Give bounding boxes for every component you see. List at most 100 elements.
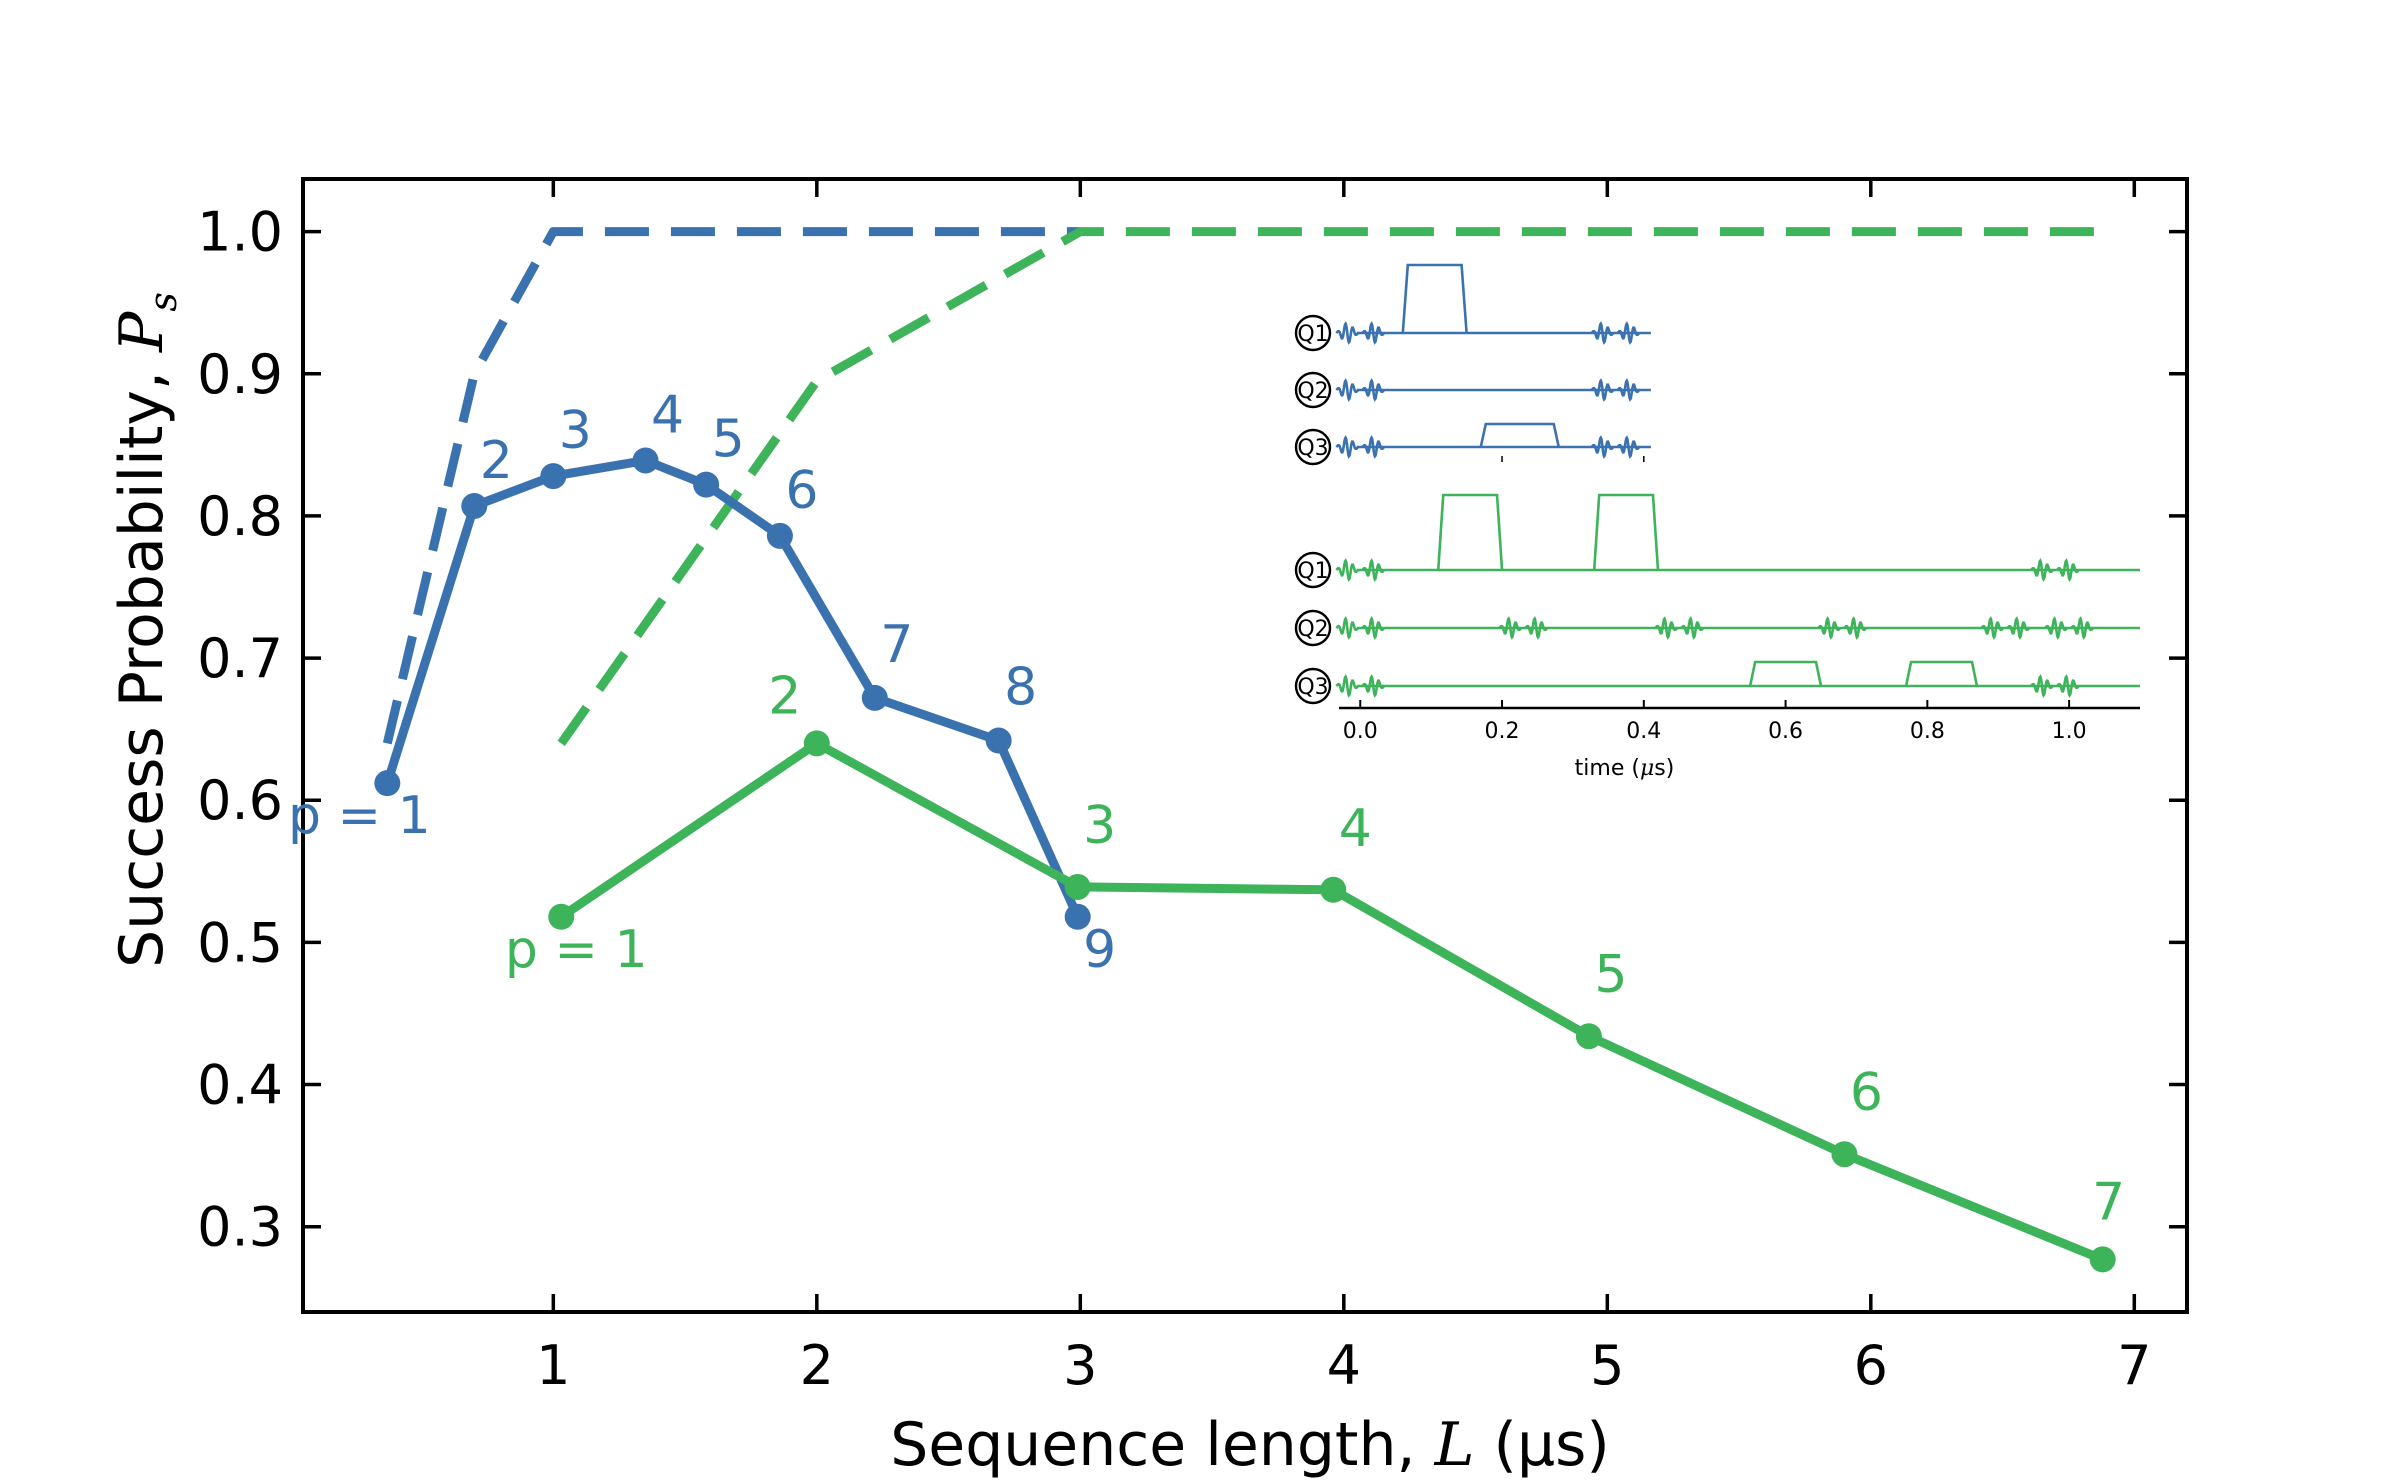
- series-layer: [382, 227, 2105, 1264]
- qubit-label: Q1: [1297, 559, 1328, 584]
- inset-x-tick-label: 0.0: [1343, 719, 1378, 744]
- qubit-circle: [1294, 609, 1332, 647]
- series-line-1-solid: [558, 738, 2105, 1264]
- drive-pulse: [2030, 674, 2054, 698]
- drive-pulse: [1335, 321, 1360, 345]
- data-point: [1831, 1141, 1858, 1168]
- flux-pulse: [1592, 493, 1660, 571]
- drive-pulse: [1590, 321, 1615, 345]
- data-label: 4: [1339, 799, 1372, 859]
- inset-x-label: time (μs): [1575, 756, 1675, 781]
- flux-pulse: [1748, 660, 1823, 687]
- plot-area: 1 2 3 4 5 6 70.30.40.50.60.70.80.91.0: [197, 177, 2189, 1397]
- drive-pulse: [1616, 378, 1641, 402]
- data-point: [632, 447, 659, 474]
- y-tick-label: 0.4: [197, 1054, 283, 1117]
- drive-pulse: [1654, 616, 1679, 640]
- drive-pulse: [2056, 674, 2080, 698]
- drive-pulse: [2056, 558, 2080, 582]
- data-point: [461, 492, 488, 519]
- x-tick-label: 6: [1854, 1334, 1888, 1397]
- data-label: 7: [2092, 1172, 2125, 1232]
- flux-pulse: [1401, 263, 1468, 334]
- y-axis-label: Success Probability, Ps: [107, 292, 185, 968]
- drive-pulse: [1590, 435, 1615, 459]
- drive-pulse: [1843, 616, 1868, 640]
- data-point: [1320, 876, 1347, 903]
- x-tick-label: 7: [2117, 1334, 2151, 1397]
- data-label: 7: [880, 615, 913, 675]
- drive-pulse: [1616, 321, 1641, 345]
- drive-pulse: [1335, 435, 1360, 459]
- drive-pulse: [1361, 558, 1386, 582]
- data-label: 3: [559, 401, 592, 461]
- axis-labels-layer: Sequence length, L (μs) Success Probabil…: [107, 292, 1610, 1480]
- qubit-circle: [1294, 314, 1332, 352]
- series-line-2-dashed: [382, 227, 1081, 745]
- drive-pulse: [2070, 616, 2095, 640]
- inset-pulse-diagram: Q1 Q2 Q3 Q1 Q2 Q3 0.0 0.2 0.4 0.6 0.8 1.0 time (μs): [1294, 263, 2140, 781]
- points-layer: [374, 447, 2116, 1273]
- qubit-label: Q3: [1297, 436, 1328, 461]
- y-tick-label: 0.3: [197, 1196, 283, 1259]
- data-label: 6: [1850, 1063, 1883, 1123]
- drive-pulse: [1817, 616, 1842, 640]
- inset-x-tick-label: 0.4: [1626, 719, 1661, 744]
- data-label: 9: [1083, 920, 1116, 980]
- data-point: [1064, 903, 1091, 930]
- y-tick-label: 0.9: [197, 343, 283, 406]
- data-label: 5: [712, 410, 745, 470]
- data-point: [540, 463, 567, 490]
- qubit-circle: [1294, 371, 1332, 409]
- flux-pulse: [1479, 422, 1561, 448]
- data-point: [374, 770, 401, 797]
- drive-pulse: [2030, 558, 2054, 582]
- drive-pulse: [1361, 435, 1386, 459]
- y-tick-label: 0.5: [197, 911, 283, 974]
- flux-pulse: [1904, 660, 1979, 687]
- qubit-circle: [1294, 428, 1332, 466]
- drive-pulse: [1980, 616, 2005, 640]
- qubit-circle: [1294, 667, 1332, 705]
- data-label: 3: [1083, 796, 1116, 856]
- x-axis-label: Sequence length, L (μs): [890, 1410, 1610, 1480]
- data-label: 5: [1594, 945, 1627, 1005]
- x-axis-var: L: [1434, 1410, 1475, 1480]
- inset-x-tick-label: 0.6: [1768, 719, 1803, 744]
- plot-frame: [301, 177, 2189, 1314]
- data-label: 6: [785, 461, 818, 521]
- y-tick-label: 0.6: [197, 769, 283, 832]
- data-point: [693, 471, 720, 498]
- drive-pulse: [1680, 616, 1705, 640]
- qubit-label: Q3: [1297, 675, 1328, 700]
- data-label: 2: [480, 431, 513, 491]
- drive-pulse: [1361, 674, 1386, 698]
- drive-pulse: [1335, 378, 1360, 402]
- qubit-circle: [1294, 551, 1332, 589]
- series-line-0-solid: [383, 456, 1082, 919]
- data-label: 2: [768, 666, 801, 726]
- data-label: 8: [1004, 658, 1037, 718]
- data-label: p = 1: [505, 920, 648, 980]
- qubit-label: Q2: [1297, 617, 1328, 642]
- y-axis-subscript: s: [141, 292, 185, 312]
- drive-pulse: [1616, 435, 1641, 459]
- drive-pulse: [2006, 616, 2031, 640]
- y-tick-label: 1.0: [197, 201, 283, 264]
- y-tick-label: 0.7: [197, 627, 283, 690]
- drive-pulse: [1361, 616, 1386, 640]
- drive-pulse: [1335, 558, 1360, 582]
- x-tick-label: 2: [800, 1334, 834, 1397]
- data-label: 4: [651, 385, 684, 445]
- drive-pulse: [1590, 378, 1615, 402]
- drive-pulse: [1335, 616, 1360, 640]
- inset-x-tick-label: 0.8: [1910, 719, 1945, 744]
- data-point: [2089, 1246, 2116, 1273]
- inset-x-tick-label: 0.2: [1485, 719, 1520, 744]
- data-point: [766, 522, 793, 549]
- data-point: [1575, 1023, 1602, 1050]
- x-tick-label: 3: [1063, 1334, 1097, 1397]
- x-tick-label: 4: [1327, 1334, 1361, 1397]
- drive-pulse: [1524, 616, 1549, 640]
